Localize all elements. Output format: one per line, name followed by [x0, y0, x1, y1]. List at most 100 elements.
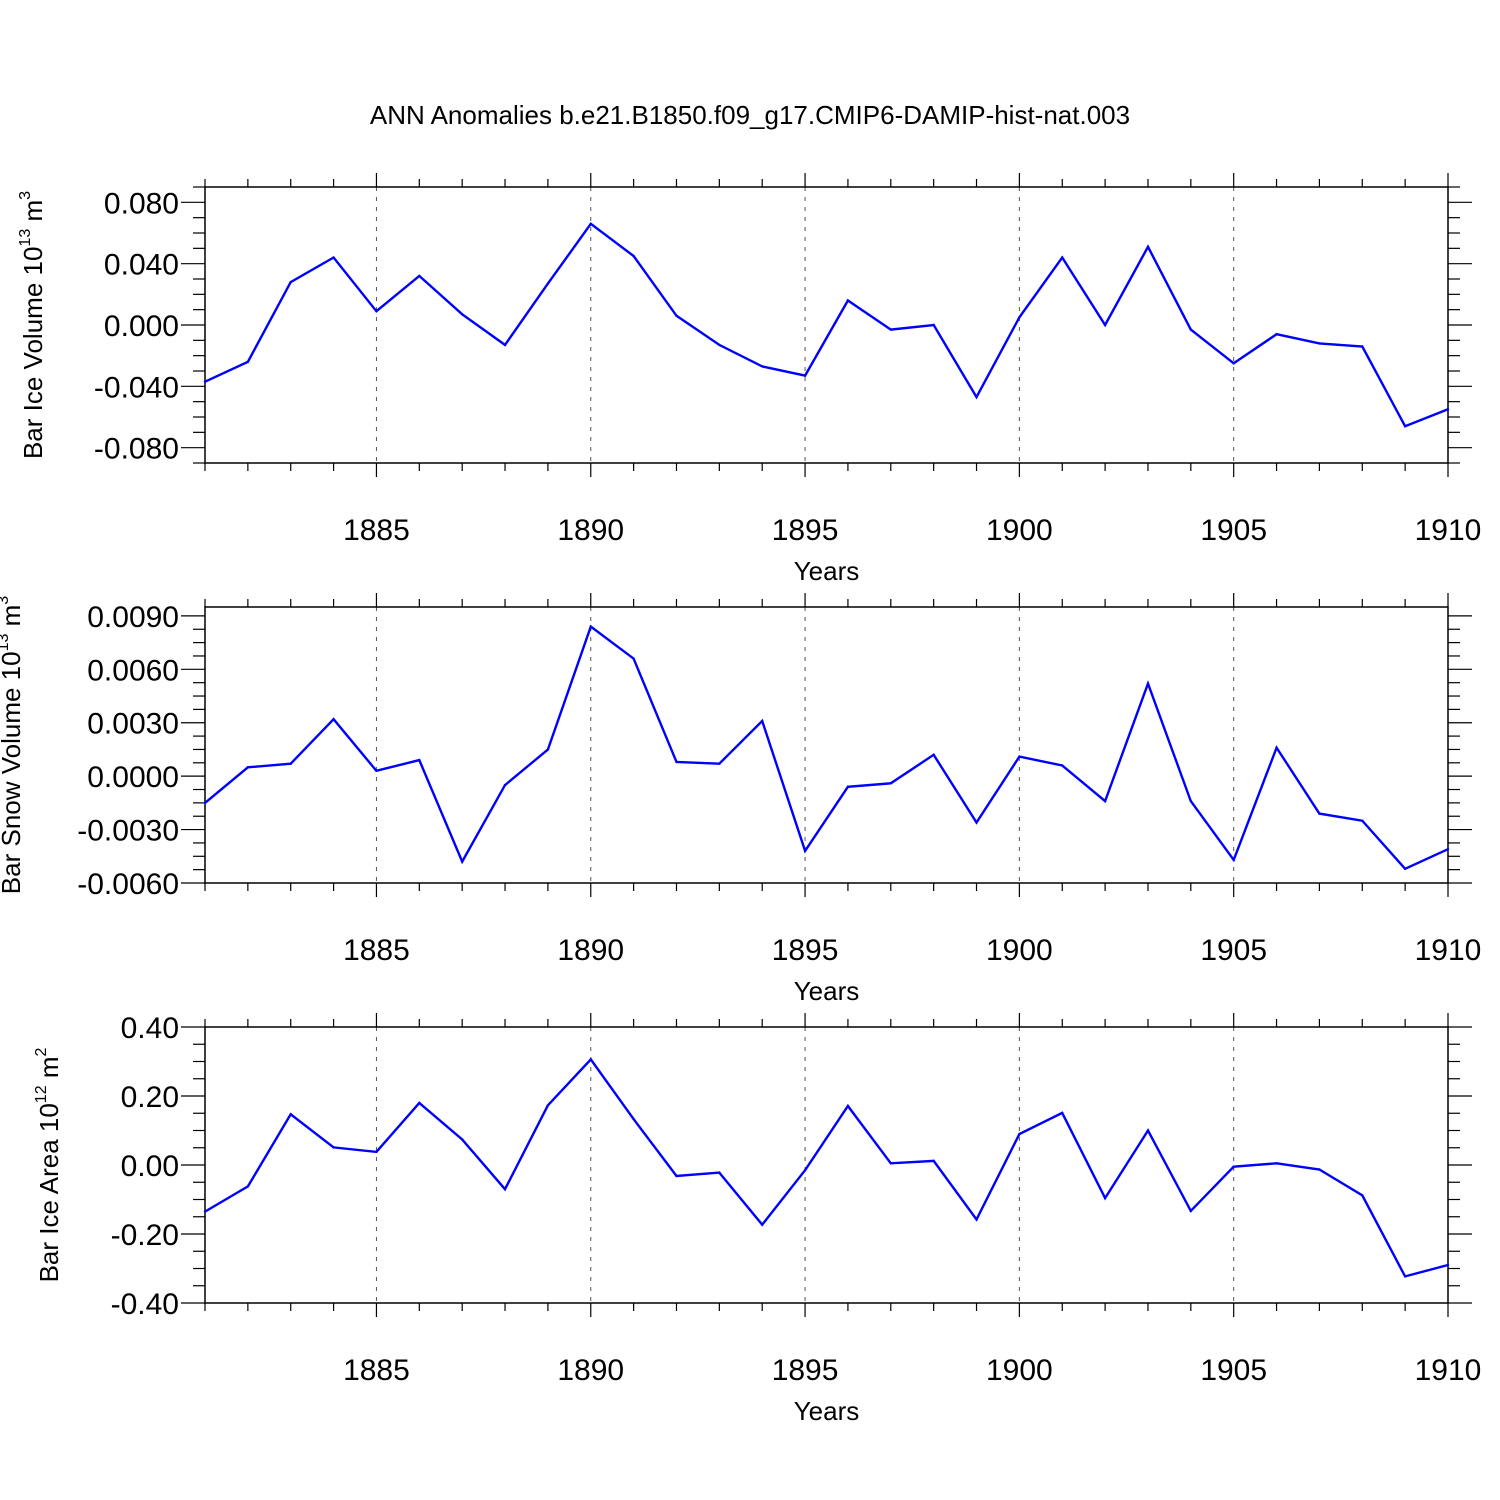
- data-point: [846, 299, 850, 302]
- series-line: [204, 222, 1449, 428]
- data-point: [332, 717, 335, 721]
- x-axis-label: Years: [794, 976, 860, 1006]
- data-point: [1061, 1111, 1064, 1115]
- series-line: [204, 624, 1449, 871]
- data-point: [1146, 682, 1150, 685]
- data-point: [1403, 867, 1407, 870]
- y-tick-label: 0.0060: [87, 654, 179, 687]
- data-point: [546, 748, 550, 751]
- data-point: [1275, 746, 1278, 749]
- y-axis-label-unit-exp: 3: [0, 596, 12, 605]
- y-tick-label: -0.0030: [77, 815, 179, 848]
- y-axis-label: Bar Ice Area 1012 m2: [33, 1047, 64, 1282]
- data-point: [846, 785, 850, 789]
- data-point: [589, 625, 592, 628]
- y-axis-label-exp: 13: [17, 229, 34, 247]
- data-point: [246, 1185, 250, 1188]
- data-point: [761, 365, 764, 368]
- data-point: [332, 1146, 335, 1149]
- data-point: [375, 310, 378, 313]
- x-tick-label: 1895: [772, 514, 839, 547]
- x-tick-label: 1890: [557, 934, 624, 967]
- data-point: [889, 328, 892, 331]
- data-point: [546, 282, 550, 285]
- data-point: [332, 256, 335, 259]
- data-point: [203, 380, 207, 383]
- data-point: [460, 860, 464, 863]
- data-point: [375, 1150, 378, 1154]
- y-axis-label: Bar Ice Volume 1013 m3: [17, 191, 48, 459]
- y-axis-label-main: Bar Ice Area 10: [34, 1103, 64, 1282]
- data-point: [1189, 328, 1193, 331]
- data-point: [975, 821, 978, 824]
- data-point: [932, 323, 935, 327]
- x-axis-label: Years: [794, 1396, 860, 1426]
- data-point: [460, 1138, 464, 1141]
- data-point: [503, 1187, 507, 1191]
- y-tick-label: 0.40: [121, 1012, 179, 1045]
- y-axis-label-main: Bar Snow Volume 10: [0, 651, 26, 894]
- panel-2: 1885 1890 1895 1900 1905 1910 -0.0060 -0.0030 0.…: [0, 593, 1481, 1006]
- data-point: [418, 758, 421, 762]
- data-point: [1103, 323, 1107, 327]
- data-point: [1361, 1194, 1364, 1197]
- data-point: [203, 1210, 207, 1213]
- data-point: [1061, 256, 1064, 259]
- plot-frame: [204, 186, 1449, 464]
- y-tick-label: -0.080: [94, 433, 179, 466]
- panel-3: 1885 1890 1895 1900 1905 1910 -0.40 -0.20 0.00 0.…: [33, 1012, 1481, 1426]
- data-point: [1146, 1129, 1150, 1132]
- y-tick-label: 0.080: [104, 187, 179, 220]
- data-point: [1061, 764, 1064, 767]
- data-point: [503, 343, 507, 347]
- data-point: [803, 849, 807, 853]
- data-point: [889, 782, 892, 785]
- data-point: [589, 1058, 592, 1061]
- data-point: [1361, 345, 1364, 348]
- y-tick-label: -0.0060: [77, 868, 179, 901]
- data-point: [246, 766, 250, 769]
- x-tick-label: 1885: [343, 514, 410, 547]
- data-point: [632, 657, 635, 660]
- y-tick-label: 0.000: [104, 310, 179, 343]
- data-point: [975, 395, 978, 399]
- x-tick-label: 1910: [1415, 1354, 1482, 1387]
- x-tick-label: 1895: [772, 934, 839, 967]
- data-point: [718, 762, 721, 765]
- y-axis-label-exp: 13: [0, 633, 12, 651]
- data-point: [460, 313, 464, 316]
- data-point: [1446, 408, 1450, 411]
- data-point: [1018, 316, 1021, 319]
- x-tick-label: 1890: [557, 1354, 624, 1387]
- y-axis-label-exp: 12: [33, 1085, 50, 1103]
- data-point: [932, 753, 935, 756]
- y-axis-label-unit: m: [0, 605, 26, 634]
- data-point: [1446, 1263, 1450, 1267]
- data-point: [1232, 1165, 1235, 1168]
- data-point: [889, 1162, 892, 1165]
- data-point: [1232, 362, 1235, 365]
- data-point: [675, 1174, 678, 1178]
- y-tick-label: -0.040: [94, 371, 179, 404]
- y-tick-label: 0.0090: [87, 601, 179, 634]
- data-point: [1403, 1275, 1407, 1278]
- y-tick-label: -0.40: [111, 1288, 179, 1321]
- data-point: [1361, 819, 1364, 822]
- y-axis-label-unit-exp: 3: [17, 191, 34, 200]
- data-point: [975, 1218, 978, 1221]
- y-tick-label: 0.0000: [87, 761, 179, 794]
- y-axis-label: Bar Snow Volume 1013 m3: [0, 596, 26, 895]
- data-point: [1018, 1132, 1021, 1136]
- y-tick-label: 0.040: [104, 249, 179, 282]
- y-tick-label: 0.20: [121, 1081, 179, 1114]
- data-point: [803, 374, 807, 377]
- data-point: [1403, 425, 1407, 428]
- x-tick-label: 1910: [1415, 934, 1482, 967]
- data-point: [675, 760, 678, 764]
- series-line: [204, 1057, 1449, 1278]
- y-tick-label: -0.20: [111, 1219, 179, 1252]
- data-point: [289, 762, 292, 765]
- panel-1: 1885 1890 1895 1900 1905 1910 -0.080 -0.040 0.00…: [17, 173, 1481, 586]
- x-tick-label: 1890: [557, 514, 624, 547]
- data-point: [1275, 333, 1278, 336]
